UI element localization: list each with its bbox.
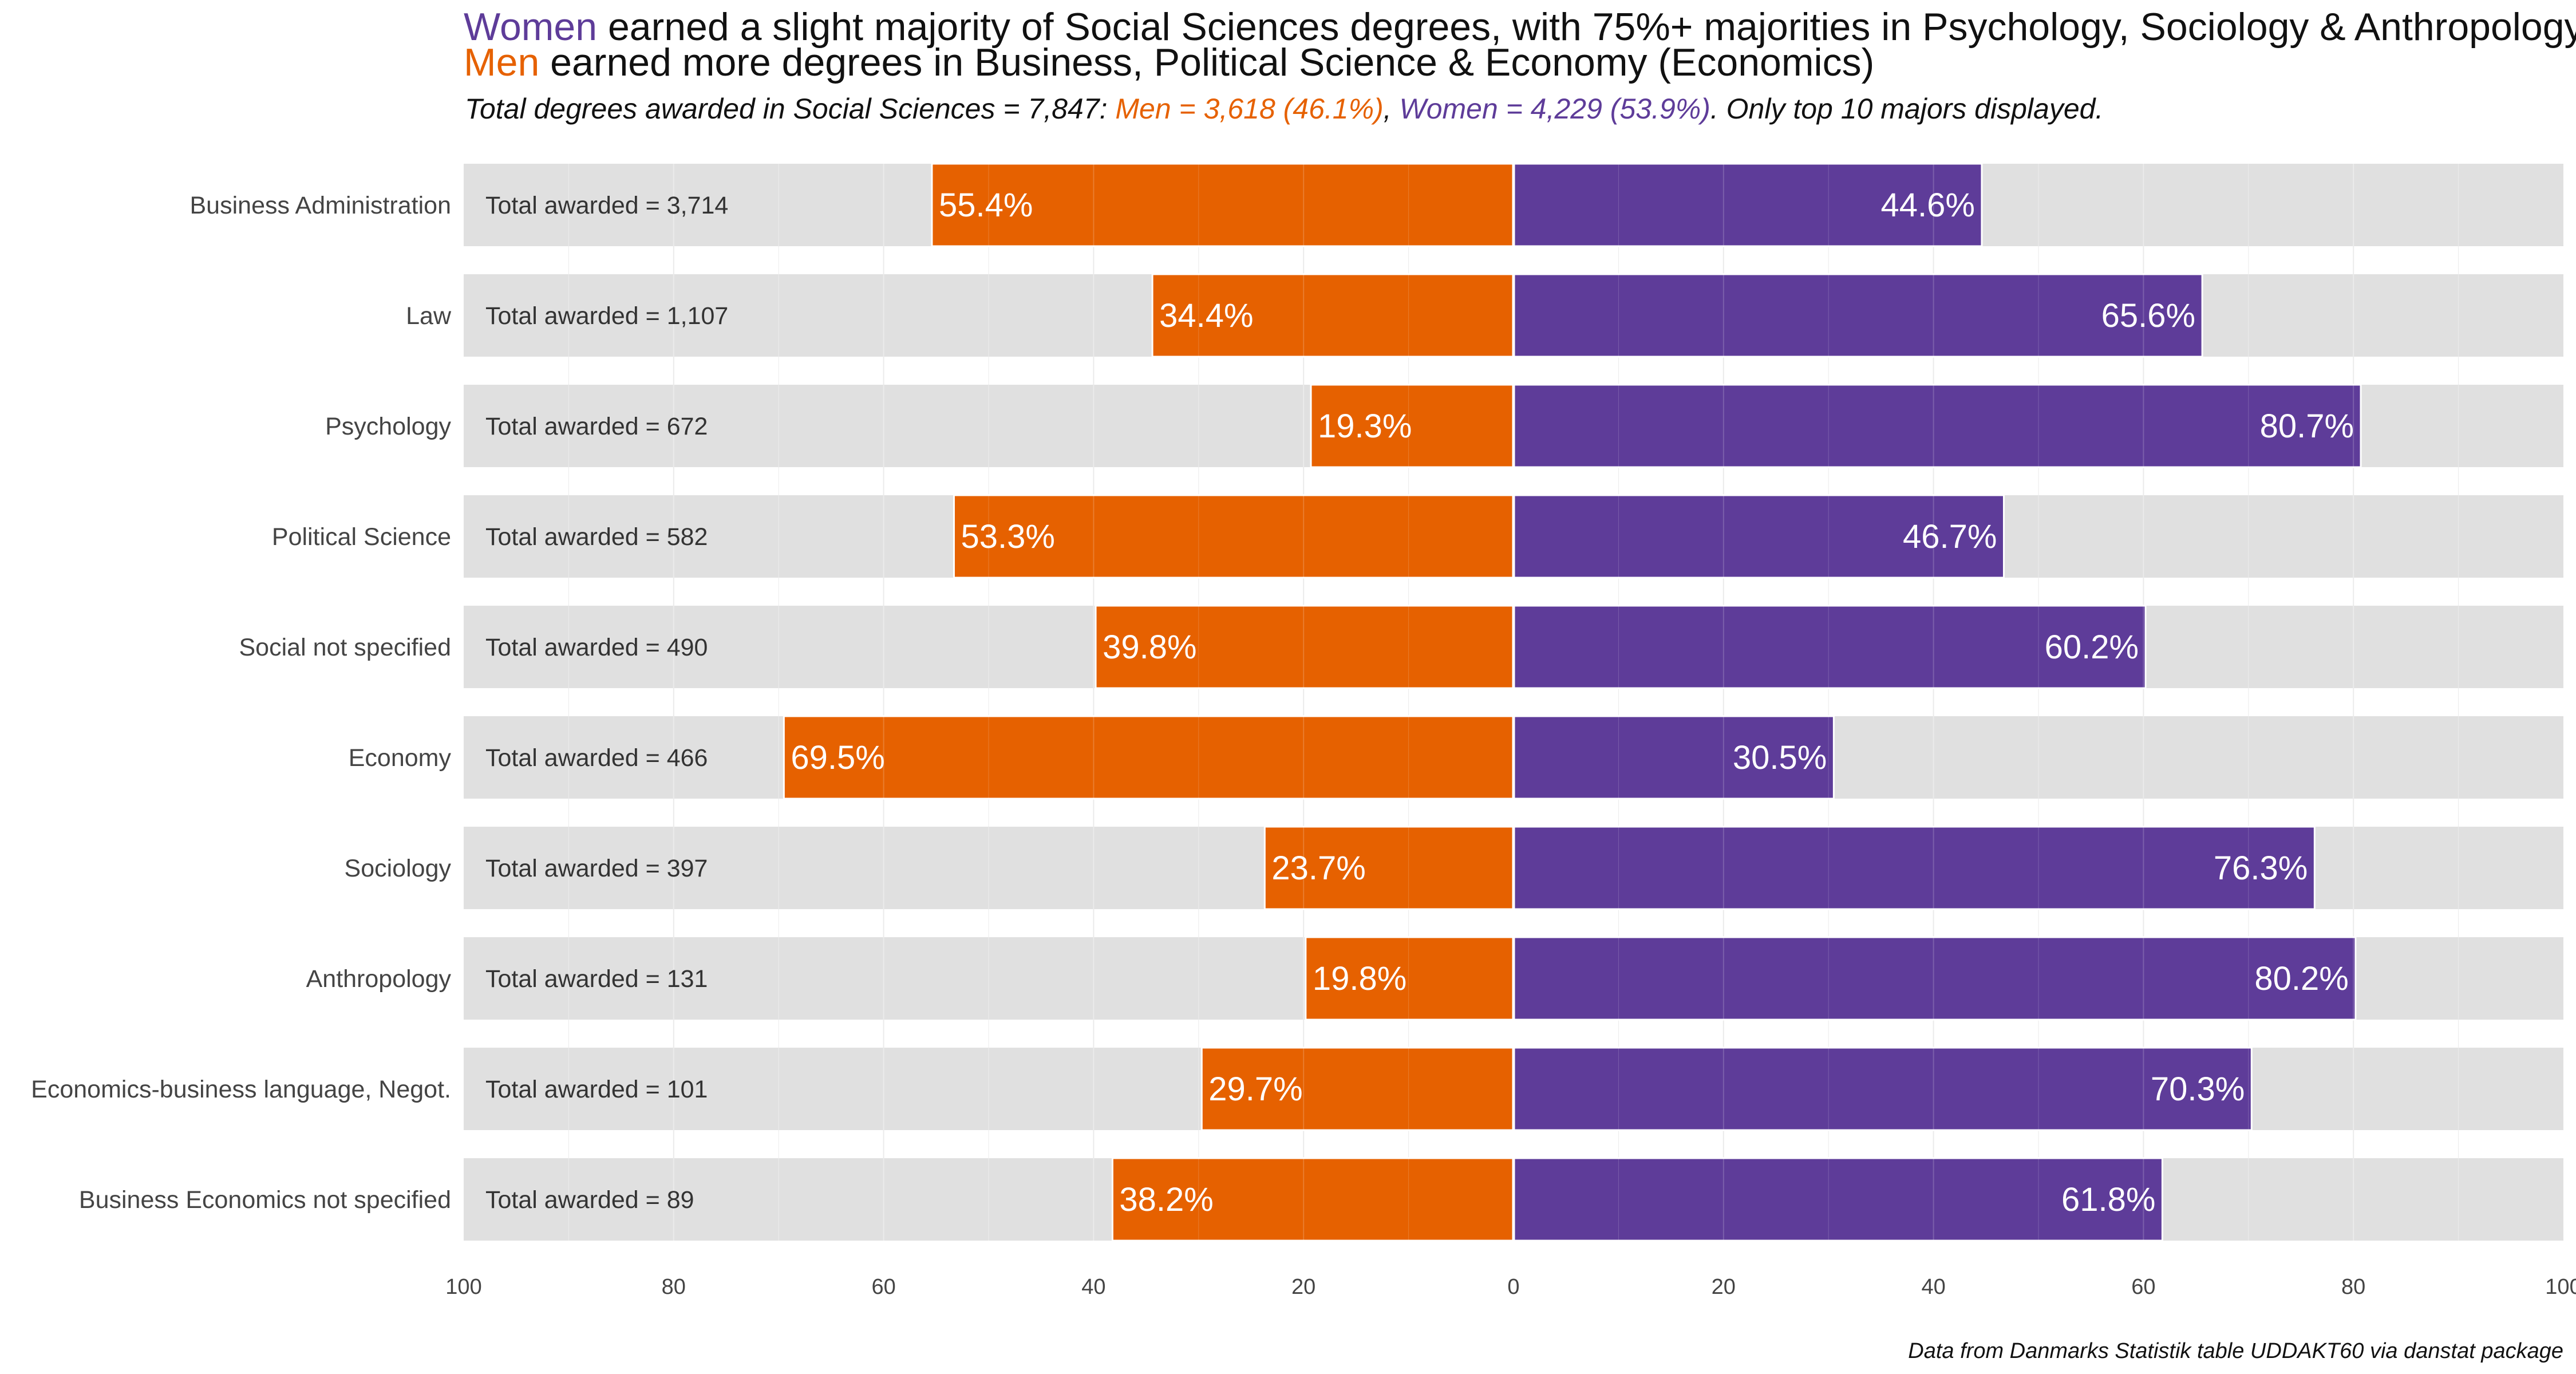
title-line-2-segment-plain: earned more degrees in Business, Politic… (539, 41, 1874, 84)
category-label: Business Economics not specified (79, 1186, 451, 1214)
women-bar (1512, 936, 2357, 1021)
category-label: Psychology (325, 413, 451, 440)
category-label: Political Science (272, 523, 451, 551)
chart-caption: Data from Danmarks Statistik table UDDAK… (1908, 1339, 2563, 1363)
subtitle-segment-plain: . Only top 10 majors displayed. (1710, 93, 2103, 125)
total-label: Total awarded = 490 (485, 634, 708, 661)
men-bar (1310, 384, 1515, 468)
women-bar (1512, 273, 2203, 358)
total-label: Total awarded = 466 (485, 744, 708, 772)
x-tick-label: 20 (1291, 1275, 1315, 1299)
subtitle-segment-women: Women = 4,229 (53.9%) (1400, 93, 1710, 125)
men-bar (1305, 936, 1515, 1021)
total-label: Total awarded = 1,107 (485, 302, 728, 330)
men-bar (1151, 273, 1515, 358)
women-value-label: 61.8% (2061, 1181, 2155, 1218)
women-value-label: 30.5% (1733, 739, 1827, 776)
men-bar (1263, 826, 1515, 910)
men-value-label: 19.3% (1318, 408, 1412, 445)
women-value-label: 80.2% (2254, 960, 2348, 997)
men-bar (1200, 1047, 1515, 1131)
title-line-2-segment-men: Men (464, 41, 539, 84)
women-value-label: 60.2% (2045, 629, 2139, 666)
category-label: Anthropology (306, 965, 452, 993)
x-tick-label: 60 (871, 1275, 895, 1299)
men-value-label: 34.4% (1159, 297, 1253, 334)
x-tick-label: 40 (1921, 1275, 1945, 1299)
x-tick-label: 40 (1081, 1275, 1105, 1299)
total-label: Total awarded = 101 (485, 1076, 708, 1103)
women-value-label: 46.7% (1903, 518, 1997, 555)
subtitle-segment-plain: Total degrees awarded in Social Sciences… (465, 93, 1115, 125)
men-value-label: 38.2% (1119, 1181, 1213, 1218)
x-axis: 100 80 60 40 20 0 20 40 60 80 100 (445, 1275, 2576, 1299)
x-tick-label: 100 (445, 1275, 481, 1299)
category-label: Law (406, 302, 452, 330)
plot-area: Business Administration Total awarded = 3… (31, 163, 2563, 1242)
title-line-1-segment-women: Women (464, 5, 597, 49)
total-label: Total awarded = 89 (485, 1186, 694, 1214)
women-bar (1512, 715, 1835, 800)
total-label: Total awarded = 582 (485, 523, 708, 551)
women-bar (1512, 1157, 2163, 1242)
women-bar (1512, 826, 2316, 910)
x-tick-label: 60 (2131, 1275, 2155, 1299)
chart-title-line-1: Women earned a slight majority of Social… (464, 5, 2576, 49)
x-tick-label: 80 (662, 1275, 686, 1299)
women-bar (1512, 494, 2005, 579)
men-bar (1111, 1157, 1515, 1242)
men-value-label: 69.5% (791, 739, 884, 776)
men-value-label: 19.8% (1313, 960, 1406, 997)
women-value-label: 80.7% (2260, 408, 2354, 445)
men-value-label: 55.4% (939, 187, 1033, 224)
chart-subtitle: Total degrees awarded in Social Sciences… (465, 93, 2103, 125)
men-bar (931, 163, 1515, 247)
men-value-label: 39.8% (1103, 629, 1196, 666)
women-bar (1512, 384, 2362, 468)
title-line-1-segment-plain: earned a slight majority of Social Scien… (597, 5, 2576, 49)
category-label: Economy (349, 744, 452, 772)
total-label: Total awarded = 672 (485, 413, 708, 440)
category-label: Social not specified (239, 634, 452, 661)
women-value-label: 65.6% (2101, 297, 2195, 334)
category-label: Sociology (345, 855, 452, 882)
women-bar (1512, 163, 1983, 247)
men-bar (953, 494, 1515, 579)
total-label: Total awarded = 397 (485, 855, 708, 882)
x-tick-label: 80 (2341, 1275, 2365, 1299)
men-value-label: 23.7% (1271, 850, 1365, 887)
men-value-label: 53.3% (961, 518, 1054, 555)
total-label: Total awarded = 131 (485, 965, 708, 993)
men-value-label: 29.7% (1208, 1071, 1302, 1108)
women-bar (1512, 1047, 2253, 1131)
category-label: Economics-business language, Negot. (31, 1076, 451, 1103)
x-tick-label: 100 (2545, 1275, 2576, 1299)
subtitle-segment-men: Men = 3,618 (46.1%) (1115, 93, 1383, 125)
subtitle-segment-plain: , (1384, 93, 1400, 125)
women-value-label: 76.3% (2214, 850, 2308, 887)
men-bar (783, 715, 1515, 800)
women-value-label: 44.6% (1880, 187, 1974, 224)
chart-title-line-2: Men earned more degrees in Business, Pol… (464, 41, 1874, 84)
women-value-label: 70.3% (2151, 1071, 2245, 1108)
category-label: Business Administration (190, 192, 452, 219)
x-tick-label: 20 (1712, 1275, 1736, 1299)
total-label: Total awarded = 3,714 (485, 192, 728, 219)
x-tick-label: 0 (1507, 1275, 1519, 1299)
